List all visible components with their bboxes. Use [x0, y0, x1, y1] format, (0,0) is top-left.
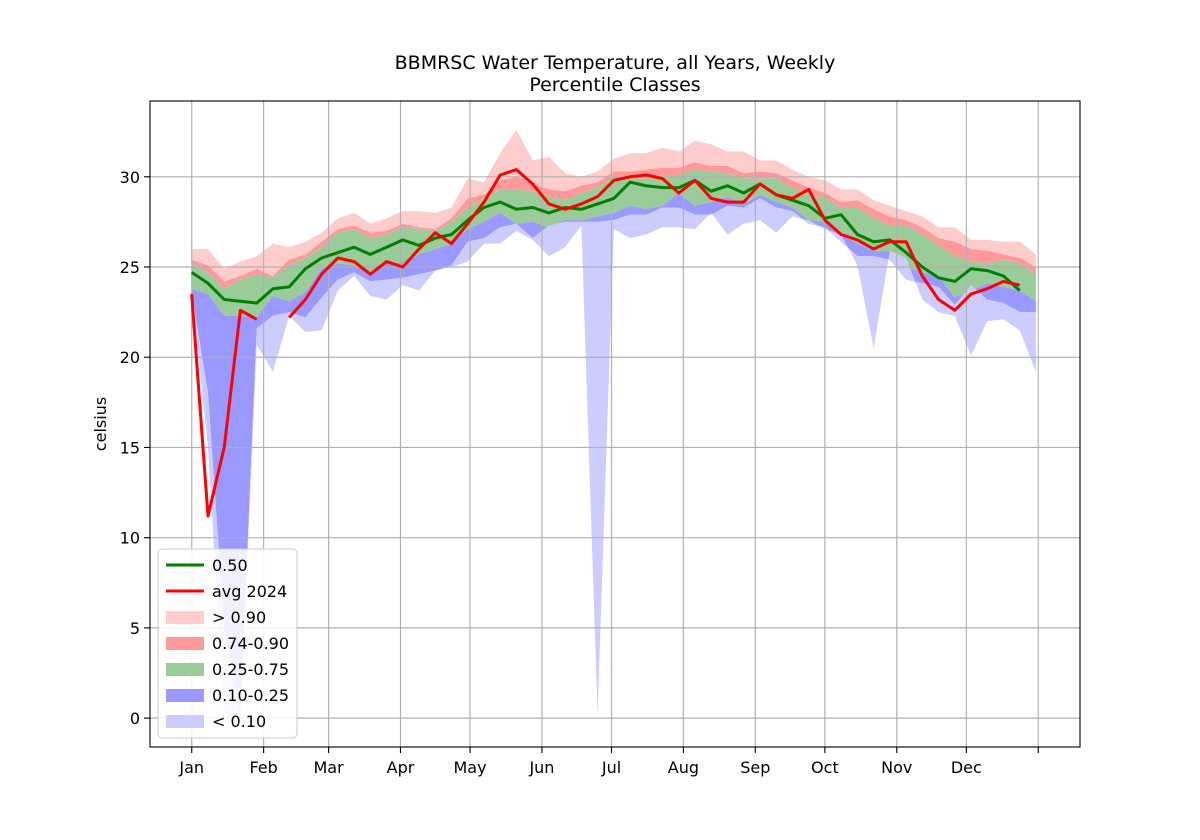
x-tick-label: Aug — [668, 758, 699, 777]
y-axis-label: celsius — [91, 397, 110, 451]
y-tick-label: 10 — [120, 529, 140, 548]
x-tick-label: Dec — [951, 758, 982, 777]
x-tick-label: Mar — [313, 758, 344, 777]
legend-swatch-p10_25 — [166, 689, 204, 702]
y-tick-label: 5 — [130, 619, 140, 638]
percentile-bands — [191, 129, 1036, 719]
y-axis: 0 5 10 15 20 25 30 — [120, 168, 150, 728]
legend-label-gt90: > 0.90 — [212, 608, 266, 627]
legend: 0.50 avg 2024 > 0.90 0.74-0.90 0.25-0.75 0.10… — [157, 548, 298, 739]
x-tick-label: Jan — [178, 758, 204, 777]
band-above-90 — [191, 129, 1036, 282]
y-tick-label: 15 — [120, 438, 140, 457]
x-tick-label: Jul — [601, 758, 621, 777]
legend-label-p10_25: 0.10-0.25 — [212, 686, 289, 705]
legend-swatch-p25_75 — [166, 663, 204, 676]
x-tick-label: Oct — [811, 758, 839, 777]
x-tick-label: Apr — [387, 758, 415, 777]
x-tick-label: Nov — [881, 758, 912, 777]
x-tick-label: Feb — [249, 758, 277, 777]
legend-swatch-gt90 — [166, 611, 204, 624]
legend-label-p25_75: 0.25-0.75 — [212, 660, 289, 679]
legend-swatch-p74_90 — [166, 637, 204, 650]
chart-title-line2: Percentile Classes — [529, 74, 700, 96]
y-tick-label: 25 — [120, 258, 140, 277]
y-tick-label: 20 — [120, 348, 140, 367]
x-tick-label: Jun — [528, 758, 554, 777]
plot-frame — [149, 100, 1081, 748]
y-tick-label: 0 — [130, 709, 140, 728]
x-tick-label: May — [454, 758, 487, 777]
x-axis: Jan Feb Mar Apr May Jun Jul Aug Sep Oct Nov Dec — [178, 747, 1039, 777]
legend-label-p50: 0.50 — [212, 556, 248, 575]
avg-2024-line — [190, 293, 258, 518]
series-lines — [190, 168, 1021, 518]
legend-label-p74_90: 0.74-0.90 — [212, 634, 289, 653]
avg-2024-line — [288, 168, 1021, 319]
median-line — [190, 178, 1021, 305]
legend-label-lt10: < 0.10 — [212, 712, 266, 731]
x-tick-label: Sep — [740, 758, 770, 777]
legend-swatch-lt10 — [166, 715, 204, 728]
y-tick-label: 30 — [120, 168, 140, 187]
legend-label-avg2024: avg 2024 — [212, 582, 287, 601]
grid — [150, 101, 1080, 747]
chart-title-line1: BBMRSC Water Temperature, all Years, Wee… — [395, 52, 836, 74]
